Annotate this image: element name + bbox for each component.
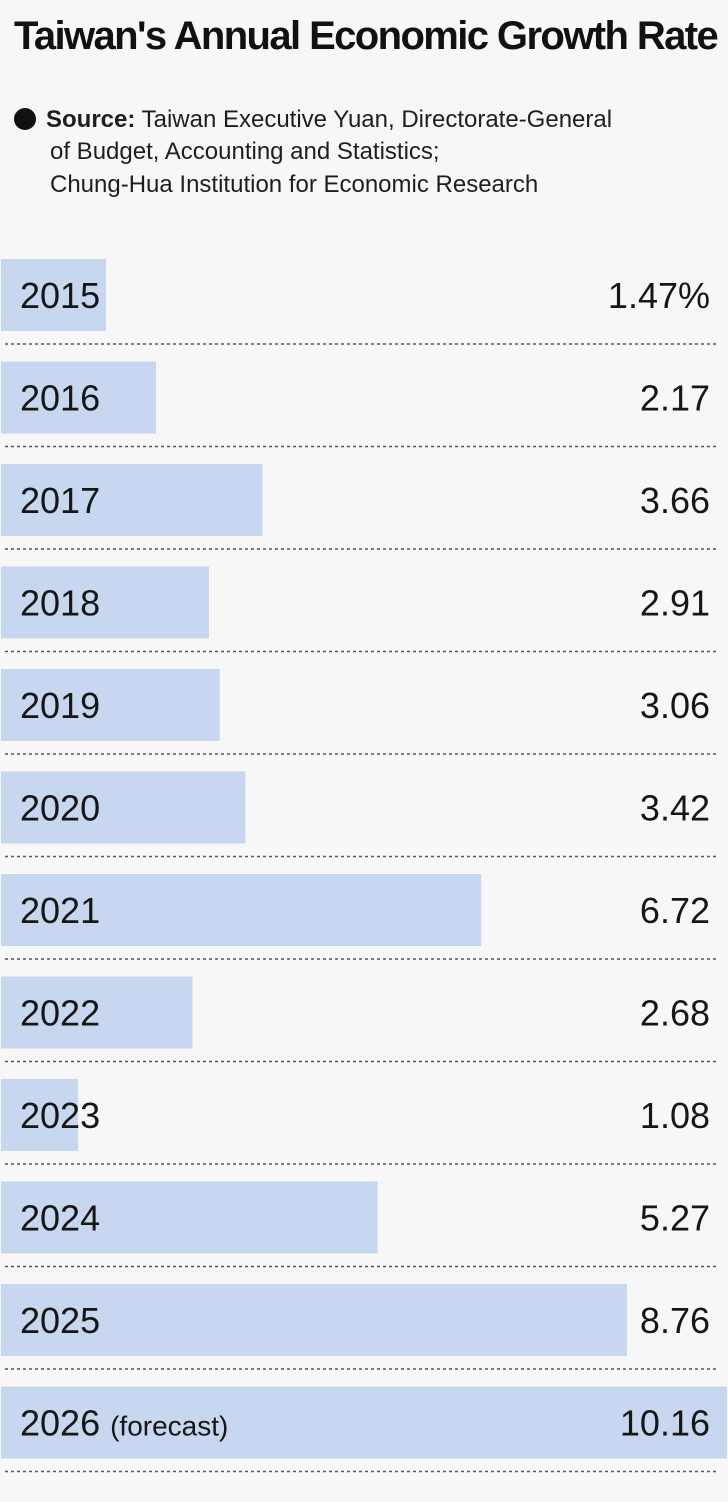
value-label-2025: 8.76 bbox=[640, 1300, 710, 1341]
value-label-2020: 3.42 bbox=[640, 788, 710, 829]
value-label-2018: 2.91 bbox=[640, 583, 710, 624]
category-label-2015: 2015 bbox=[20, 275, 100, 316]
category-suffix-2026: (forecast) bbox=[110, 1411, 228, 1442]
bar-row-2026: 2026 (forecast) 10.16 bbox=[1, 1386, 727, 1473]
bar-2024 bbox=[1, 1181, 378, 1254]
bar-row-2015: 2015 1.47% bbox=[1, 259, 718, 345]
bar-row-2022: 2022 2.68 bbox=[1, 976, 718, 1063]
value-label-2019: 3.06 bbox=[640, 685, 710, 726]
bar-row-2021: 2021 6.72 bbox=[1, 874, 718, 960]
bullet-icon bbox=[14, 108, 36, 130]
bar-row-2016: 2016 2.17 bbox=[1, 361, 718, 448]
value-label-2017: 3.66 bbox=[640, 480, 710, 521]
bar-row-2024: 2024 5.27 bbox=[1, 1181, 718, 1268]
bar-row-2023: 2023 1.08 bbox=[1, 1079, 718, 1165]
bar-row-2020: 2020 3.42 bbox=[1, 771, 718, 858]
bar-2020 bbox=[1, 771, 246, 844]
bar-2018 bbox=[1, 566, 209, 639]
bar-2016 bbox=[1, 361, 157, 434]
source-line-2: of Budget, Accounting and Statistics; bbox=[50, 138, 440, 166]
value-label-2023: 1.08 bbox=[640, 1095, 710, 1136]
bar-row-2019: 2019 3.06 bbox=[1, 669, 718, 755]
bar-row-2018: 2018 2.91 bbox=[1, 566, 718, 653]
bar-2015 bbox=[1, 259, 107, 331]
value-label-2024: 5.27 bbox=[640, 1198, 710, 1239]
source-line-1: Taiwan Executive Yuan, Directorate-Gener… bbox=[141, 106, 613, 133]
value-label-2022: 2.68 bbox=[640, 993, 710, 1034]
category-label-2017: 2017 bbox=[20, 480, 100, 521]
value-label-2015: 1.47% bbox=[608, 275, 710, 316]
category-label-2016: 2016 bbox=[20, 378, 100, 419]
bar-2026 bbox=[1, 1386, 727, 1459]
chart-title: Taiwan's Annual Economic Growth Rate bbox=[14, 14, 719, 58]
bar-row-2025: 2025 8.76 bbox=[1, 1284, 718, 1370]
category-label-2024: 2024 bbox=[20, 1198, 100, 1239]
category-label-2018: 2018 bbox=[20, 583, 100, 624]
category-label-2023: 2023 bbox=[20, 1095, 100, 1136]
bar-2025 bbox=[1, 1284, 627, 1356]
value-label-2026: 10.16 bbox=[620, 1403, 710, 1444]
value-label-2016: 2.17 bbox=[640, 378, 710, 419]
bar-2017 bbox=[1, 464, 263, 536]
source-line-3: Chung-Hua Institution for Economic Resea… bbox=[50, 170, 539, 198]
bar-2022 bbox=[1, 976, 193, 1049]
bar-row-2017: 2017 3.66 bbox=[1, 464, 718, 550]
category-label-2022: 2022 bbox=[20, 993, 100, 1034]
category-label-2025: 2025 bbox=[20, 1300, 100, 1341]
bar-2019 bbox=[1, 669, 220, 741]
source-note: Source: Taiwan Executive Yuan, Directora… bbox=[14, 104, 714, 201]
category-label-2020: 2020 bbox=[20, 788, 100, 829]
category-label-2021: 2021 bbox=[20, 890, 100, 931]
category-label-2019: 2019 bbox=[20, 685, 100, 726]
source-label: Source: bbox=[46, 106, 136, 133]
bar-2023 bbox=[1, 1079, 79, 1151]
value-label-2021: 6.72 bbox=[640, 890, 710, 931]
bar-2021 bbox=[1, 874, 482, 946]
